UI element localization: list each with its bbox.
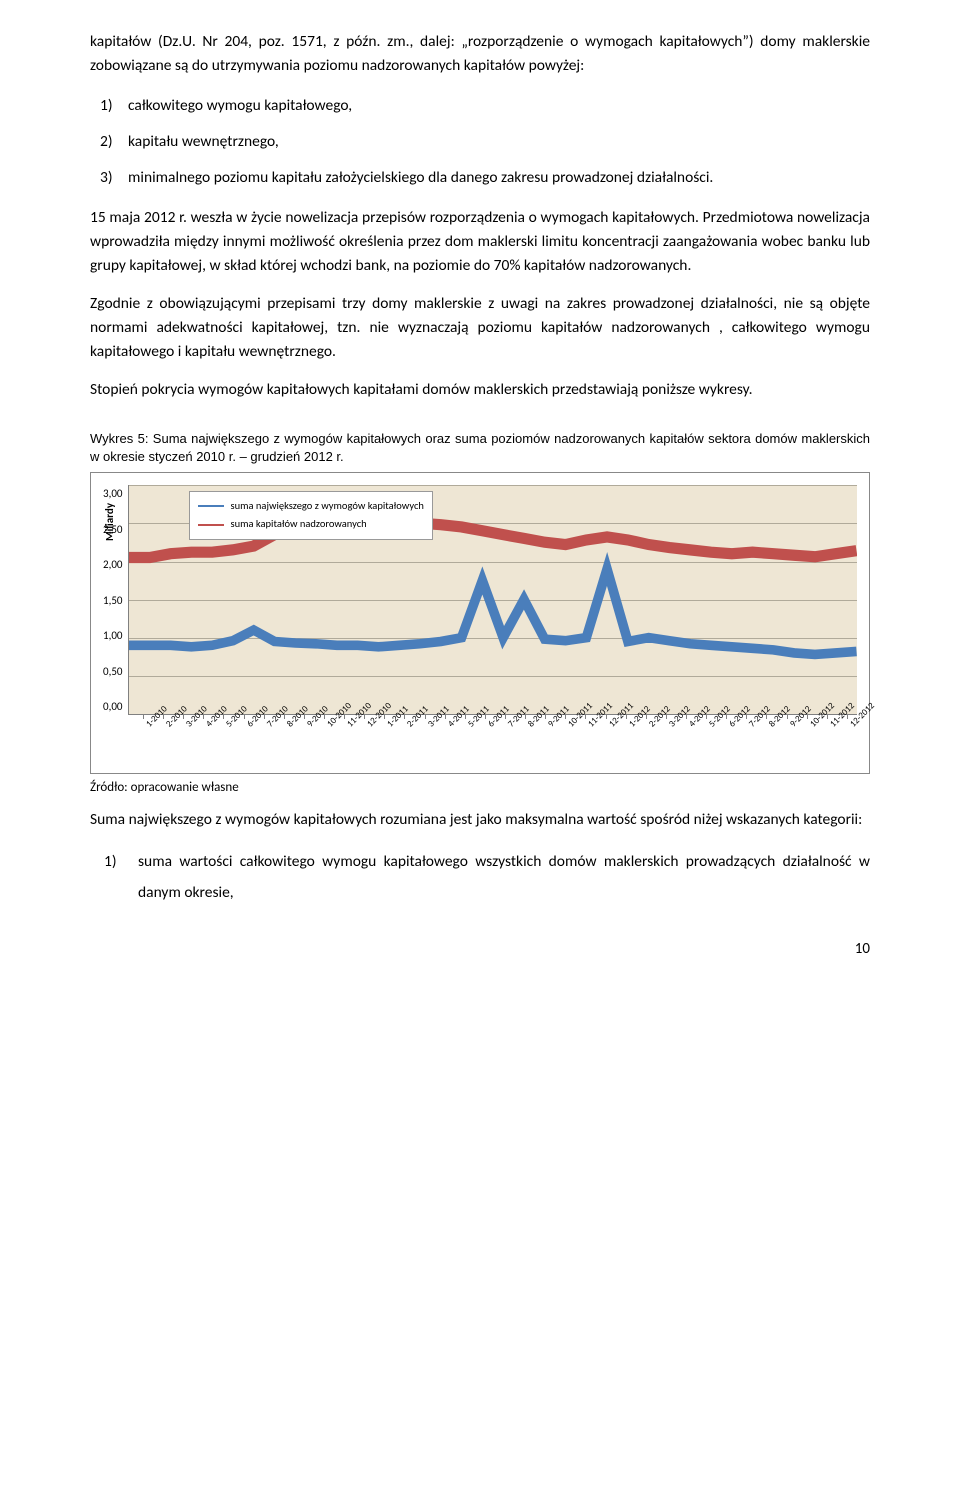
item-number: 3) xyxy=(100,164,113,192)
legend-label: suma kapitałów nadzorowanych xyxy=(230,516,366,532)
x-tick: 10-2012 xyxy=(797,717,817,767)
x-tick: 8-2012 xyxy=(756,717,776,767)
series-line xyxy=(129,569,857,654)
y-tick-label: 1,50 xyxy=(103,592,122,609)
x-tick: 4-2012 xyxy=(676,717,696,767)
x-tick: 5-2011 xyxy=(455,717,475,767)
y-tick-label: 0,00 xyxy=(103,698,122,715)
page-number: 10 xyxy=(90,938,870,961)
x-tick: 9-2011 xyxy=(535,717,555,767)
x-tick: 3-2011 xyxy=(415,717,435,767)
paragraph-exemption: Zgodnie z obowiązującymi przepisami trzy… xyxy=(90,292,870,364)
y-tick-label: 1,00 xyxy=(103,627,122,644)
x-tick: 1-2011 xyxy=(374,717,394,767)
x-tick: 2-2012 xyxy=(636,717,656,767)
x-tick: 3-2010 xyxy=(173,717,193,767)
chart-plot-area: suma największego z wymogów kapitałowych… xyxy=(128,485,857,715)
legend-item: suma kapitałów nadzorowanych xyxy=(198,516,423,532)
x-axis-ticks: 1-20102-20103-20104-20105-20106-20107-20… xyxy=(133,717,857,767)
paragraph-coverage: Stopień pokrycia wymogów kapitałowych ka… xyxy=(90,378,870,402)
legend-item: suma największego z wymogów kapitałowych xyxy=(198,498,423,514)
x-tick: 6-2012 xyxy=(716,717,736,767)
x-tick: 11-2011 xyxy=(575,717,595,767)
x-tick: 10-2011 xyxy=(555,717,575,767)
x-tick-mark xyxy=(787,715,788,719)
x-tick: 3-2012 xyxy=(656,717,676,767)
chart-caption: Wykres 5: Suma największego z wymogów ka… xyxy=(90,430,870,466)
item-text: minimalnego poziomu kapitału założyciels… xyxy=(128,168,713,187)
item-text: kapitału wewnętrznego, xyxy=(128,132,279,151)
x-tick: 7-2011 xyxy=(495,717,515,767)
x-tick: 8-2010 xyxy=(274,717,294,767)
item-text: całkowitego wymogu kapitałowego, xyxy=(128,96,352,115)
x-tick: 6-2011 xyxy=(475,717,495,767)
requirements-list: 1)całkowitego wymogu kapitałowego, 2)kap… xyxy=(90,92,870,192)
x-tick: 4-2010 xyxy=(193,717,213,767)
x-tick: 8-2011 xyxy=(515,717,535,767)
x-tick: 2-2010 xyxy=(153,717,173,767)
item-number: 1) xyxy=(104,846,117,877)
x-tick: 12-2010 xyxy=(354,717,374,767)
x-tick: 2-2011 xyxy=(394,717,414,767)
item-text: suma wartości całkowitego wymogu kapitał… xyxy=(138,852,870,902)
y-tick-label: 3,00 xyxy=(103,485,122,502)
y-tick-label: 0,50 xyxy=(103,663,122,680)
item-number: 1) xyxy=(100,92,113,120)
item-number: 2) xyxy=(100,128,113,156)
legend-swatch xyxy=(198,524,224,526)
legend-swatch xyxy=(198,505,224,507)
x-tick: 1-2012 xyxy=(616,717,636,767)
paragraph-definition: Suma największego z wymogów kapitałowych… xyxy=(90,808,870,832)
x-tick: 5-2012 xyxy=(696,717,716,767)
x-tick: 12-2012 xyxy=(837,717,857,767)
list-item: 1)całkowitego wymogu kapitałowego, xyxy=(128,92,870,120)
x-tick-mark xyxy=(425,715,426,719)
x-tick: 9-2010 xyxy=(294,717,314,767)
x-tick: 12-2011 xyxy=(596,717,616,767)
chart-source: Źródło: opracowanie własne xyxy=(90,778,870,798)
y-axis-label: Miliardy xyxy=(101,503,118,541)
x-tick: 11-2012 xyxy=(817,717,837,767)
y-tick-label: 2,00 xyxy=(103,556,122,573)
chart-legend: suma największego z wymogów kapitałowych… xyxy=(189,491,432,540)
x-tick: 5-2010 xyxy=(213,717,233,767)
list-item: 1)suma wartości całkowitego wymogu kapit… xyxy=(138,846,870,908)
paragraph-amendment: 15 maja 2012 r. weszła w życie nowelizac… xyxy=(90,206,870,278)
categories-list: 1) suma wartości całkowitego wymogu kapit… xyxy=(90,846,870,908)
x-tick: 10-2010 xyxy=(314,717,334,767)
chart-container: Miliardy 3,002,502,001,501,000,500,00 su… xyxy=(90,472,870,774)
x-tick: 6-2010 xyxy=(234,717,254,767)
x-tick: 9-2012 xyxy=(777,717,797,767)
x-tick: 7-2012 xyxy=(736,717,756,767)
list-item: 2)kapitału wewnętrznego, xyxy=(128,128,870,156)
x-tick-mark xyxy=(606,715,607,719)
x-tick: 7-2010 xyxy=(254,717,274,767)
legend-label: suma największego z wymogów kapitałowych xyxy=(230,498,423,514)
list-item: 3)minimalnego poziomu kapitału założycie… xyxy=(128,164,870,192)
x-tick: 4-2011 xyxy=(435,717,455,767)
x-tick: 11-2010 xyxy=(334,717,354,767)
x-tick: 1-2010 xyxy=(133,717,153,767)
intro-paragraph: kapitałów (Dz.U. Nr 204, poz. 1571, z pó… xyxy=(90,30,870,78)
